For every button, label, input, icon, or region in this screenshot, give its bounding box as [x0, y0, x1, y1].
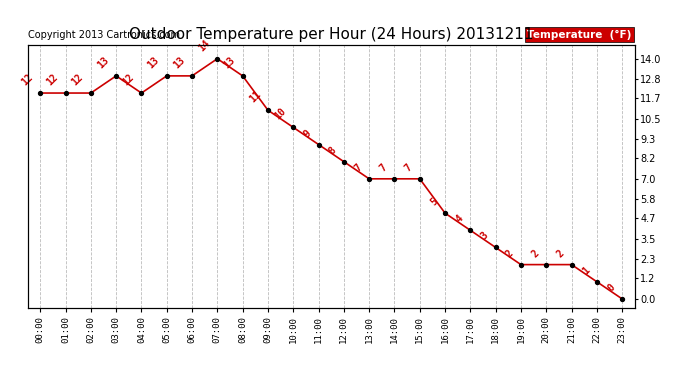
Point — [60, 90, 71, 96]
Point — [161, 73, 172, 79]
Point — [186, 73, 197, 79]
Text: 2: 2 — [529, 248, 541, 259]
Point — [288, 124, 299, 130]
Text: 11: 11 — [247, 89, 262, 105]
Point — [490, 244, 501, 250]
Point — [591, 279, 602, 285]
Point — [313, 141, 324, 147]
Point — [515, 262, 526, 268]
Text: 7: 7 — [353, 162, 364, 173]
Point — [414, 176, 425, 182]
Text: 13: 13 — [221, 55, 237, 70]
Text: 0: 0 — [605, 282, 617, 293]
Text: 13: 13 — [171, 55, 186, 70]
Text: 14: 14 — [197, 38, 212, 53]
Text: 1: 1 — [580, 265, 591, 276]
Text: 5: 5 — [428, 196, 440, 208]
Text: 12: 12 — [45, 72, 60, 87]
Text: 7: 7 — [377, 162, 389, 173]
Point — [212, 56, 223, 62]
Point — [541, 262, 552, 268]
Point — [136, 90, 147, 96]
Title: Outdoor Temperature per Hour (24 Hours) 20131211: Outdoor Temperature per Hour (24 Hours) … — [129, 27, 533, 42]
Text: 2: 2 — [504, 248, 515, 259]
Point — [389, 176, 400, 182]
Text: 4: 4 — [453, 213, 465, 225]
Text: 12: 12 — [19, 72, 34, 87]
Point — [364, 176, 375, 182]
Point — [110, 73, 121, 79]
Text: 3: 3 — [479, 231, 490, 242]
Text: 7: 7 — [403, 162, 414, 173]
Text: Copyright 2013 Cartronics.com: Copyright 2013 Cartronics.com — [28, 30, 179, 40]
Point — [262, 107, 273, 113]
Text: 12: 12 — [121, 72, 136, 87]
Text: 2: 2 — [555, 248, 566, 259]
Point — [338, 159, 349, 165]
Point — [440, 210, 451, 216]
Text: 10: 10 — [273, 106, 288, 122]
Text: 12: 12 — [70, 72, 86, 87]
Point — [465, 227, 476, 233]
Text: Temperature  (°F): Temperature (°F) — [527, 30, 632, 40]
Point — [86, 90, 97, 96]
Point — [617, 296, 628, 302]
Point — [237, 73, 248, 79]
Text: 13: 13 — [146, 55, 161, 70]
Point — [566, 262, 577, 268]
Text: 13: 13 — [95, 55, 110, 70]
Text: 9: 9 — [302, 128, 313, 139]
Text: 8: 8 — [327, 145, 338, 156]
Point — [34, 90, 46, 96]
